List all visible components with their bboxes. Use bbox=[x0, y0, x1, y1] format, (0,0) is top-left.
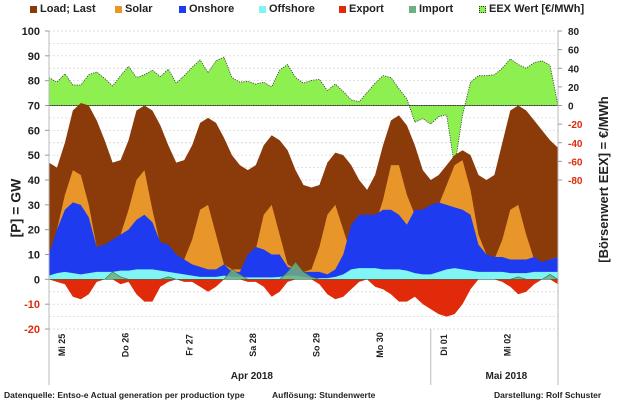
y2-tick-label: 0 bbox=[568, 102, 574, 113]
y-tick-label: 80 bbox=[28, 76, 40, 88]
legend-swatch-load bbox=[30, 5, 37, 13]
y2-tick-label: 20 bbox=[568, 83, 580, 94]
legend-item-eex: EEX Wert [€/MWh] bbox=[479, 3, 584, 15]
y-tick-label: 0 bbox=[34, 274, 40, 286]
x-tick-label: Mi 02 bbox=[502, 334, 512, 357]
month-label: Apr 2018 bbox=[231, 371, 274, 382]
legend-item-export: Export bbox=[339, 3, 384, 15]
legend-item-onshore: Onshore bbox=[179, 3, 234, 15]
y-tick-label: 100 bbox=[22, 26, 40, 38]
legend-swatch-solar bbox=[115, 5, 122, 13]
y2-axis-title: [Börsenwert EEX] = €/MWh bbox=[595, 96, 611, 263]
x-tick-label: Sa 28 bbox=[248, 333, 258, 357]
y2-tick-label: 80 bbox=[568, 27, 580, 38]
footer-author: Darstellung: Rolf Schuster bbox=[494, 390, 602, 400]
series-offshore-area bbox=[49, 268, 558, 280]
legend-label-import: Import bbox=[419, 3, 454, 15]
y2-tick-label: 60 bbox=[568, 46, 580, 57]
y-tick-label: 90 bbox=[28, 51, 40, 63]
legend-item-import: Import bbox=[409, 3, 453, 15]
legend-swatch-eex bbox=[479, 5, 486, 13]
legend-item-load: Load; Last bbox=[30, 3, 96, 15]
y-tick-label: 70 bbox=[28, 101, 40, 113]
y-tick-label: 50 bbox=[28, 150, 40, 162]
footer-resolution: Auflösung: Stundenwerte bbox=[272, 390, 376, 400]
legend-swatch-export bbox=[339, 5, 346, 13]
legend-label-solar: Solar bbox=[125, 3, 153, 15]
footer-source: Datenquelle: Entso-e Actual generation p… bbox=[4, 390, 245, 400]
x-tick-label: Do 26 bbox=[121, 333, 131, 358]
y2-tick-label: -20 bbox=[568, 120, 583, 131]
y2-tick-label: -80 bbox=[568, 176, 583, 187]
x-tick-label: Mo 30 bbox=[375, 332, 385, 358]
y-tick-label: -20 bbox=[24, 324, 40, 336]
legend-label-load: Load; Last bbox=[40, 3, 96, 15]
y-tick-label: 40 bbox=[28, 175, 40, 187]
legend-item-offshore: Offshore bbox=[259, 3, 315, 15]
x-tick-label: Di 01 bbox=[439, 334, 449, 356]
y-axis-title: [P] = GW bbox=[7, 178, 24, 238]
y-tick-label: -10 bbox=[24, 299, 40, 311]
legend-label-eex: EEX Wert [€/MWh] bbox=[489, 3, 585, 15]
legend-swatch-onshore bbox=[179, 5, 186, 13]
x-tick-label: Fr 27 bbox=[184, 334, 194, 356]
legend-label-offshore: Offshore bbox=[269, 3, 315, 15]
y-tick-label: 60 bbox=[28, 125, 40, 137]
y-tick-label: 20 bbox=[28, 225, 40, 237]
legend-label-export: Export bbox=[349, 3, 384, 15]
month-label: Mai 2018 bbox=[486, 371, 528, 382]
y-tick-label: 30 bbox=[28, 200, 40, 212]
legend-item-solar: Solar bbox=[115, 3, 153, 15]
x-tick-label: Mi 25 bbox=[57, 334, 67, 357]
x-tick-label: So 29 bbox=[312, 333, 322, 357]
y2-tick-label: -60 bbox=[568, 157, 583, 168]
y-tick-label: 10 bbox=[28, 250, 40, 262]
legend: Load; Last Solar Onshore Offshore Export… bbox=[0, 3, 640, 21]
legend-swatch-offshore bbox=[259, 5, 266, 13]
series-export-area bbox=[49, 279, 558, 317]
y2-tick-label: 40 bbox=[568, 64, 580, 75]
y2-tick-label: -40 bbox=[568, 139, 583, 150]
legend-label-onshore: Onshore bbox=[189, 3, 235, 15]
legend-swatch-import bbox=[409, 5, 416, 13]
series-onshore-area bbox=[49, 202, 558, 280]
